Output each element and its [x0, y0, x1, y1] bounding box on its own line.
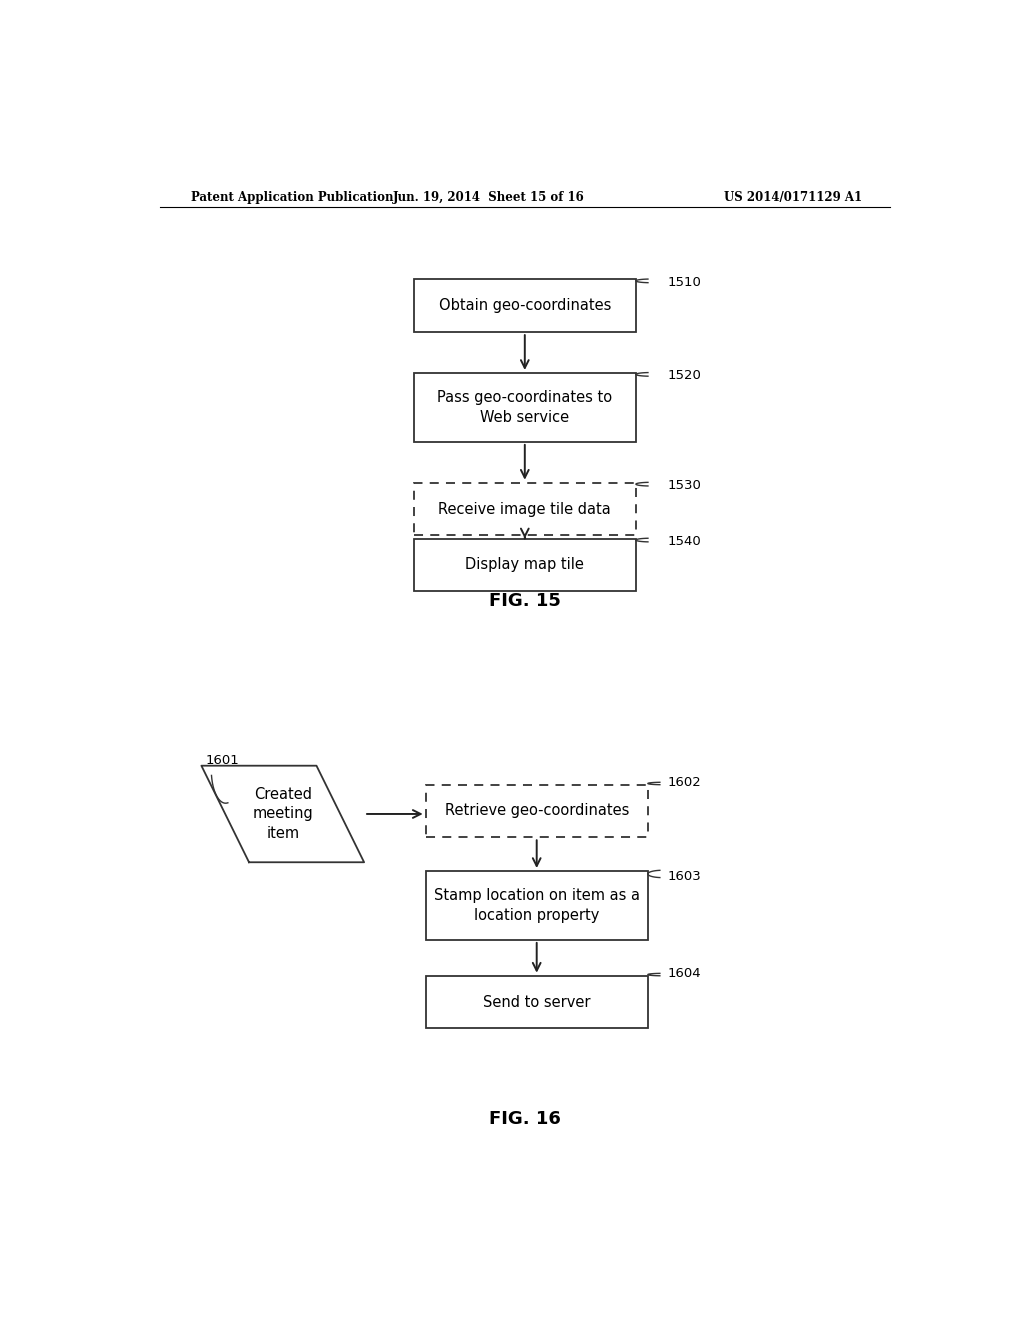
Text: Stamp location on item as a
location property: Stamp location on item as a location pro… [434, 888, 640, 923]
Text: 1530: 1530 [668, 479, 701, 492]
Bar [426, 975, 648, 1028]
Text: Pass geo-coordinates to
Web service: Pass geo-coordinates to Web service [437, 389, 612, 425]
Text: Display map tile: Display map tile [465, 557, 585, 573]
Text: 1602: 1602 [668, 776, 701, 789]
Bar [414, 372, 636, 442]
Text: 1510: 1510 [668, 276, 701, 289]
Text: Created
meeting
item: Created meeting item [252, 787, 313, 841]
Text: US 2014/0171129 A1: US 2014/0171129 A1 [724, 190, 862, 203]
Bar [426, 871, 648, 940]
Bar [414, 280, 636, 333]
Text: Send to server: Send to server [483, 994, 591, 1010]
Text: Receive image tile data: Receive image tile data [438, 502, 611, 516]
Text: 1601: 1601 [206, 754, 240, 767]
Text: 1540: 1540 [668, 535, 701, 548]
Text: 1603: 1603 [668, 870, 701, 883]
Text: 1520: 1520 [668, 370, 701, 383]
Text: 1604: 1604 [668, 968, 701, 979]
Text: Jun. 19, 2014  Sheet 15 of 16: Jun. 19, 2014 Sheet 15 of 16 [393, 190, 585, 203]
Text: FIG. 15: FIG. 15 [488, 591, 561, 610]
Text: FIG. 16: FIG. 16 [488, 1110, 561, 1127]
Bar [414, 539, 636, 591]
Text: Obtain geo-coordinates: Obtain geo-coordinates [438, 298, 611, 313]
Text: Retrieve geo-coordinates: Retrieve geo-coordinates [444, 804, 629, 818]
Bar [426, 784, 648, 837]
Bar [414, 483, 636, 536]
Text: Patent Application Publication: Patent Application Publication [191, 190, 394, 203]
